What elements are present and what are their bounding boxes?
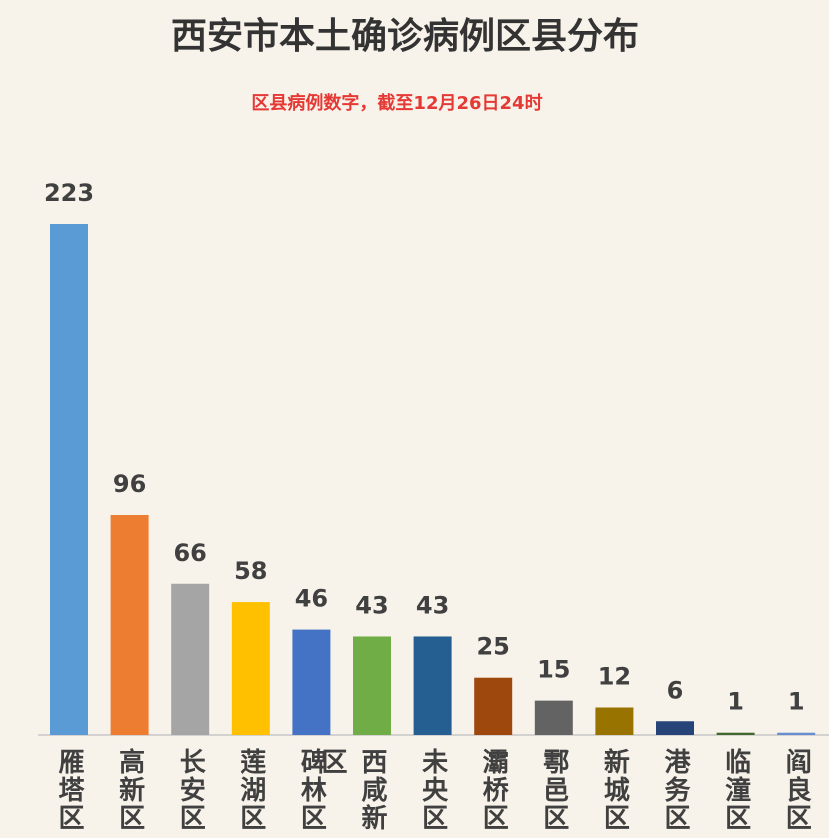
bar <box>656 721 694 735</box>
bar <box>50 224 88 735</box>
chart-subtitle: 区县病例数字，截至12月26日24时 <box>251 92 542 114</box>
value-label: 223 <box>44 179 94 207</box>
x-tick-label: 碑林区 <box>296 748 327 832</box>
bar <box>413 636 452 735</box>
x-tick-label: 阎良区 <box>781 748 812 832</box>
value-label: 43 <box>416 591 449 619</box>
x-tick-label: 未央区 <box>417 748 448 832</box>
x-tick-label: 港务区 <box>660 748 690 832</box>
value-label: 1 <box>727 688 744 716</box>
bar <box>716 732 755 735</box>
x-tick-label: 新城区 <box>599 748 630 832</box>
x-tick-label: 雁塔区 <box>54 748 84 832</box>
x-tick-label: 长安区 <box>175 748 206 832</box>
bar <box>110 515 149 735</box>
value-label: 12 <box>598 663 631 691</box>
bar <box>474 677 513 735</box>
bar <box>777 732 816 735</box>
x-tick-label: 莲湖区 <box>235 748 266 832</box>
bar <box>231 602 270 735</box>
x-tick-label: 高新区 <box>114 748 145 832</box>
value-label: 96 <box>113 470 146 498</box>
x-tick-label: 临潼区 <box>720 748 751 832</box>
value-label: 58 <box>234 557 267 585</box>
bar <box>595 707 634 735</box>
x-tick-label: 灞桥区 <box>478 748 509 832</box>
bar <box>171 583 210 735</box>
value-label: 43 <box>355 591 388 619</box>
bar <box>353 636 391 735</box>
x-tick-label: 鄠邑区 <box>538 748 569 832</box>
bar <box>534 700 573 735</box>
value-label: 46 <box>295 585 328 613</box>
value-label: 6 <box>667 676 684 704</box>
value-label: 1 <box>788 688 805 716</box>
value-label: 25 <box>476 633 509 661</box>
x-tick-label: 西咸新区 <box>317 748 387 832</box>
value-label: 66 <box>173 539 206 567</box>
bar <box>292 629 331 735</box>
value-label: 15 <box>537 656 570 684</box>
chart-title: 西安市本土确诊病例区县分布 <box>171 16 639 57</box>
